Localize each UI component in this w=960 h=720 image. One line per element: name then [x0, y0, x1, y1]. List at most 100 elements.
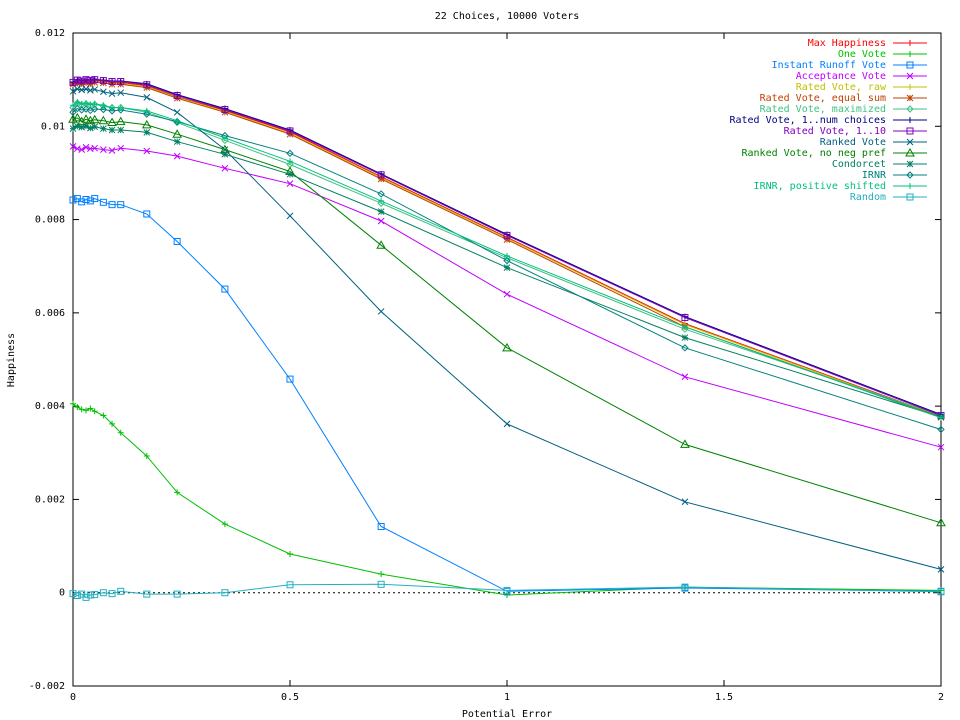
data-point [286, 375, 294, 383]
data-point [91, 86, 99, 93]
data-point [503, 236, 511, 243]
data-point [82, 85, 90, 93]
legend-label: Ranked Vote, no neg pref [742, 148, 887, 159]
data-point [377, 208, 385, 215]
data-point [378, 571, 385, 578]
data-point [377, 175, 385, 183]
data-point [906, 61, 914, 69]
data-point [286, 212, 294, 220]
series-line [72, 403, 942, 596]
legend-label: Rated Vote, equal sum [760, 93, 886, 104]
data-point [172, 129, 183, 138]
data-point [91, 76, 99, 84]
data-point [906, 94, 914, 102]
data-point [377, 522, 385, 530]
data-point [937, 588, 945, 596]
data-point [69, 196, 77, 204]
data-point [504, 252, 510, 259]
data-point [108, 90, 116, 97]
data-point [937, 425, 945, 434]
data-point [117, 201, 125, 209]
data-point [907, 183, 913, 189]
chart-title: 22 Choices, 10000 Voters [435, 11, 580, 22]
x-tick-label: 0.5 [281, 692, 299, 703]
data-point [69, 125, 77, 132]
data-point [377, 190, 385, 198]
data-point [681, 323, 688, 330]
data-point [681, 373, 689, 381]
legend-label: One Vote [838, 49, 886, 60]
legend-label: Max Happiness [808, 38, 886, 49]
data-point [100, 412, 107, 419]
data-point [503, 231, 511, 239]
data-point [377, 171, 385, 179]
data-point [69, 78, 77, 86]
data-point [117, 104, 124, 111]
data-point [117, 587, 125, 595]
data-point [286, 170, 294, 178]
series-ranked-vote [69, 85, 945, 573]
x-tick-label: 0 [70, 692, 76, 703]
data-point [377, 217, 385, 225]
series-random [69, 580, 945, 601]
data-point [73, 104, 82, 113]
data-point [681, 314, 689, 322]
legend-label: Rated Vote, raw [796, 82, 887, 93]
data-point [117, 78, 125, 86]
series-rated-vote-1-10 [69, 76, 945, 419]
data-point [69, 590, 77, 598]
data-point [82, 76, 90, 84]
data-point [86, 591, 94, 599]
legend-label: Random [850, 192, 886, 203]
data-point [143, 110, 151, 118]
data-point [143, 453, 150, 460]
data-point [86, 197, 94, 205]
data-point [221, 164, 229, 172]
data-point [286, 581, 294, 589]
data-point [117, 144, 125, 152]
data-point [141, 119, 152, 129]
y-axis-label: Happiness [6, 333, 17, 387]
data-point [906, 138, 914, 146]
data-point [73, 592, 81, 600]
data-point [937, 566, 945, 573]
data-point [73, 122, 81, 130]
data-point [502, 342, 512, 352]
x-tick-label: 1.5 [715, 692, 733, 703]
series-layer [68, 76, 946, 601]
x-tick-label: 2 [938, 692, 944, 703]
data-point [98, 115, 109, 125]
x-axis-label: Potential Error [462, 709, 552, 720]
data-point [906, 72, 914, 80]
data-point [69, 108, 77, 117]
data-point [100, 146, 107, 153]
data-point [117, 106, 125, 114]
data-point [83, 99, 90, 106]
data-point [90, 100, 99, 109]
y-tick-label: 0.006 [35, 308, 65, 319]
data-point [99, 589, 107, 597]
data-point [221, 105, 229, 113]
data-point [906, 171, 914, 179]
data-point [376, 240, 387, 249]
y-tick-label: 0 [59, 588, 65, 599]
data-point [173, 92, 181, 100]
data-point [681, 344, 689, 352]
data-point [681, 583, 689, 591]
legend-label: Instant Runoff Vote [772, 60, 886, 71]
data-point [74, 404, 81, 411]
data-point [70, 400, 76, 407]
data-point [906, 105, 914, 113]
series-line [72, 117, 942, 524]
x-tick-label: 1 [504, 692, 510, 703]
data-point [221, 150, 229, 158]
data-point [82, 196, 90, 204]
data-point [83, 407, 90, 414]
data-point [100, 125, 107, 132]
data-point [937, 443, 945, 451]
legend-label: IRNR [862, 170, 887, 181]
data-point [82, 122, 90, 130]
data-point [78, 406, 85, 413]
data-point [81, 114, 91, 123]
